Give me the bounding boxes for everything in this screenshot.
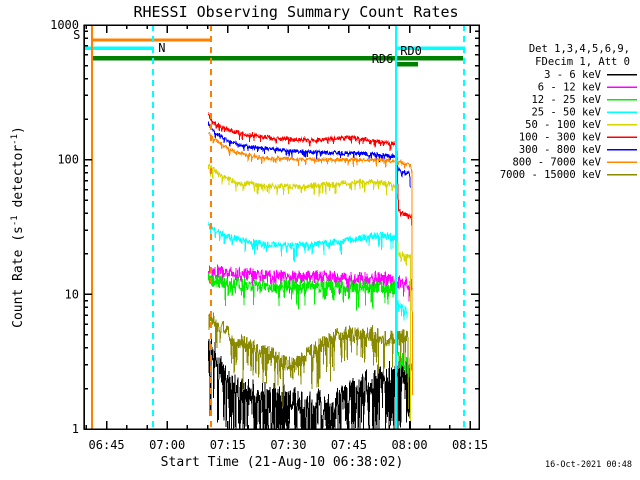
y-axis-title-text: Count Rate (s-1 detector-1) [10, 126, 26, 328]
x-tick-label: 07:45 [331, 438, 367, 452]
night-flag-label: N [158, 41, 165, 55]
flag-labels: S N RD6 RD0 [73, 28, 422, 66]
series-curve-100-300keV [207, 112, 413, 239]
series-curve-12-25keV [207, 272, 413, 383]
y-tick-label: 1000 [50, 18, 79, 32]
saa-flag-label: S [73, 28, 80, 42]
x-tick-label: 07:15 [210, 438, 246, 452]
x-tick-label: 06:45 [89, 438, 125, 452]
series-curve-7000-15000keV [207, 311, 410, 409]
y-axis-title-part: detector [11, 145, 26, 216]
legend-entry-label: 6 - 12 keV [538, 82, 602, 94]
y-axis-title-superscript: -1 [10, 134, 20, 145]
series-curve-25-50keV [207, 221, 408, 321]
rd0-flag-label: RD0 [400, 44, 422, 58]
legend-entry-label: 3 - 6 keV [544, 69, 602, 81]
y-axis-title-part: Count Rate (s [11, 226, 26, 328]
y-axis-title-superscript: -1 [10, 215, 20, 226]
legend-entry-label: 100 - 300 keV [519, 132, 602, 144]
axes-and-ticks: 06:45 07:00 07:15 07:30 07:45 08:00 08:15 1 10 10… [50, 18, 488, 452]
x-tick-label: 07:30 [270, 438, 306, 452]
y-tick-label: 1 [72, 422, 79, 436]
legend-entry-label: 300 - 800 keV [519, 144, 602, 156]
plot-generation-timestamp: 16-Oct-2021 00:48 [545, 460, 632, 470]
legend-header-decimation: FDecim 1, Att 0 [535, 56, 630, 68]
count-rate-curves [207, 112, 413, 429]
legend-entry-label: 50 - 100 keV [525, 119, 602, 131]
y-tick-label: 100 [57, 153, 79, 167]
rd6-flag-label: RD6 [372, 52, 394, 66]
legend-header-detectors: Det 1,3,4,5,6,9, [529, 43, 630, 55]
legend-entry-label: 7000 - 15000 keV [500, 169, 602, 181]
x-tick-label: 07:00 [149, 438, 185, 452]
series-curve-50-100keV [207, 163, 412, 421]
legend-entry-label: 12 - 25 keV [531, 94, 601, 106]
legend-entry-label: 800 - 7000 keV [512, 157, 601, 169]
axis-frame [83, 24, 480, 430]
y-axis-title: Count Rate (s-1 detector-1) [10, 126, 26, 328]
series-curve-300-800keV [207, 121, 411, 188]
y-tick-label: 10 [65, 287, 79, 301]
x-tick-label: 08:15 [452, 438, 488, 452]
x-tick-label: 08:00 [391, 438, 427, 452]
series-curve-6-12keV [207, 264, 413, 302]
series-curve-800-7000keV [208, 131, 413, 395]
y-axis-title-part: ) [11, 126, 26, 134]
x-axis-title: Start Time (21-Aug-10 06:38:02) [161, 455, 404, 470]
chart-title: RHESSI Observing Summary Count Rates [133, 3, 458, 21]
legend-entry-label: 25 - 50 keV [531, 107, 601, 119]
series-curve-3-6keV [207, 338, 412, 429]
